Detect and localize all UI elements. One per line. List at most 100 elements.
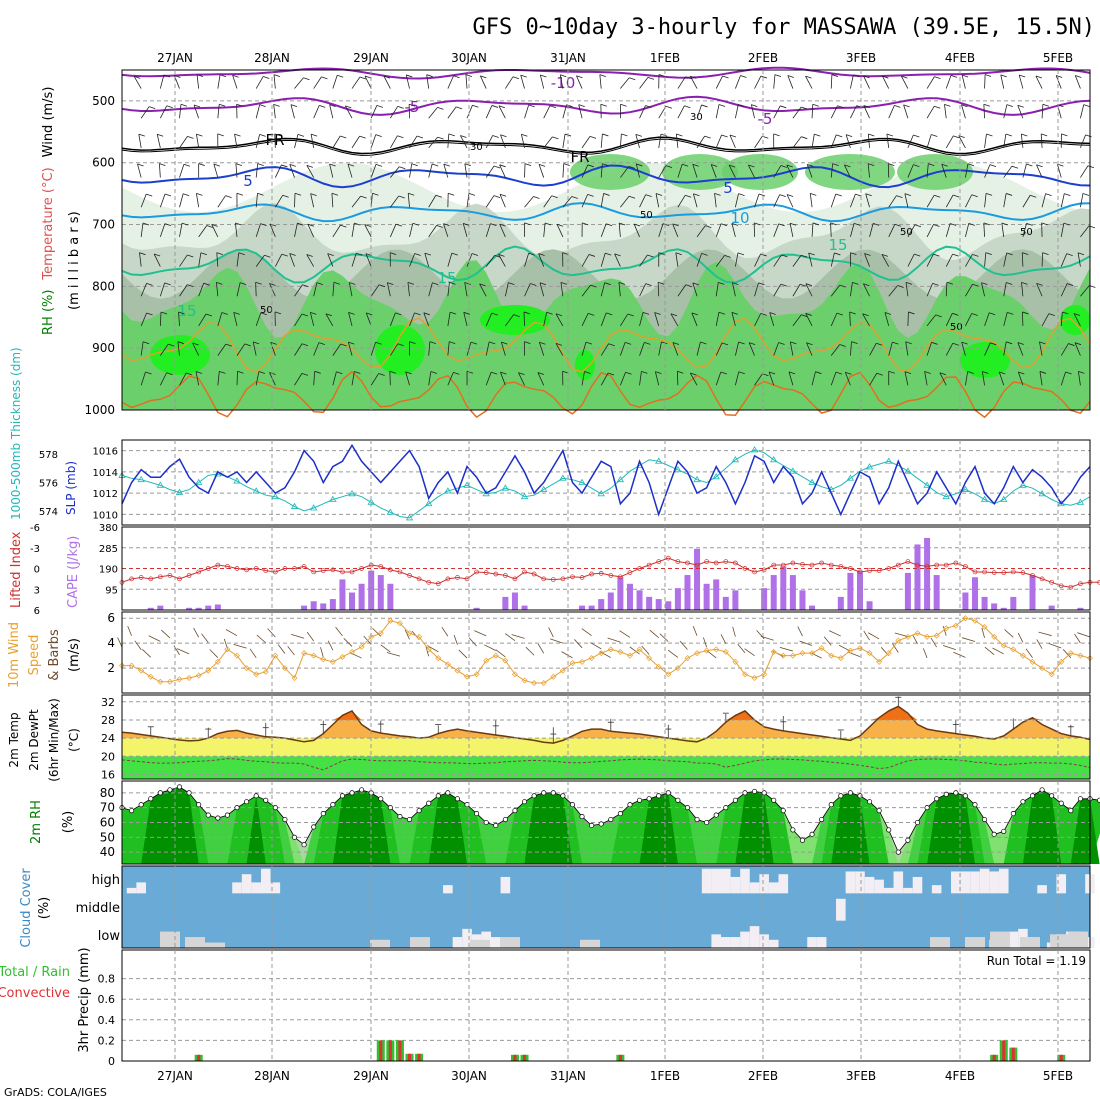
wind-barb — [313, 105, 320, 119]
temp-tick-label: 32 — [101, 696, 115, 709]
wind-barb-flag — [499, 193, 507, 197]
wind-barb-flag — [219, 74, 227, 78]
wind-barb-flag — [700, 341, 707, 345]
wind-speed-marker — [147, 673, 154, 680]
wind-barb — [614, 253, 621, 267]
wind-barb — [1077, 632, 1091, 638]
wind-barb — [830, 105, 838, 119]
wind-speed-marker — [262, 668, 269, 675]
pressure-tick-label: 500 — [92, 94, 115, 108]
wind-barb — [269, 223, 276, 238]
wind-barb — [599, 651, 611, 658]
wind-barb — [193, 627, 200, 638]
lifted-index-marker — [340, 569, 345, 575]
wind-barb-flag — [691, 312, 698, 316]
wind-barb — [655, 193, 660, 208]
wind-barb — [390, 166, 400, 178]
date-label-top: 28JAN — [254, 51, 290, 65]
wind-barb-flag — [389, 370, 396, 374]
wind-barb — [869, 343, 877, 356]
wind-barb — [894, 632, 909, 637]
wind-barb — [773, 223, 780, 238]
wind-barb — [689, 372, 698, 386]
wind-barb-flag — [306, 254, 313, 257]
rh-marker — [512, 808, 518, 814]
lifted-index-marker — [761, 567, 767, 573]
wind-barb — [828, 630, 841, 637]
lifted-index-marker — [157, 574, 163, 580]
rh-marker — [560, 793, 566, 799]
wind-speed-marker — [818, 645, 825, 652]
rh-contour-label: 50 — [640, 210, 653, 221]
lifted-index-marker — [512, 576, 518, 582]
wind-barb-flag — [1077, 252, 1085, 256]
thickness-marker — [1057, 499, 1065, 507]
wind-barb-flag — [853, 74, 860, 78]
wind-barb — [524, 253, 530, 267]
wind-barb-flag — [354, 371, 361, 374]
wind-barb-flag — [238, 252, 245, 256]
precip-convective-bar — [388, 1040, 392, 1061]
wind-barb — [351, 253, 357, 267]
wind-barb-flag — [1006, 282, 1013, 285]
wind-barb-flag — [692, 282, 699, 286]
wind-barb-flag — [1036, 282, 1043, 286]
wind-barb-flag — [302, 284, 309, 288]
wind-barb — [310, 134, 315, 148]
cape-bar — [349, 592, 356, 610]
cape-bar — [626, 583, 633, 610]
thickness-marker — [233, 477, 241, 484]
rh-marker — [646, 796, 652, 802]
wind-barb — [485, 195, 495, 208]
wind-barb — [160, 343, 169, 356]
wind-barb — [159, 163, 161, 178]
lifted-index-marker — [560, 576, 566, 582]
lifted-index-marker — [665, 555, 671, 561]
wind-barb — [984, 646, 995, 655]
wind-barb — [806, 164, 813, 178]
cape-bar — [962, 592, 969, 610]
thickness-marker — [137, 475, 145, 483]
wind-barb-flag — [524, 163, 532, 166]
wind-barb — [863, 105, 870, 119]
wind-barb — [690, 76, 698, 89]
cloud-cover-bar — [749, 882, 760, 894]
wind-barb-flag — [192, 342, 199, 346]
thickness-marker — [175, 488, 184, 495]
wind-barb-flag — [722, 75, 729, 79]
lifted-index-axis-label: Lifted Index — [9, 531, 24, 608]
wind-barb-flag — [968, 222, 975, 226]
wind-barb — [576, 75, 583, 89]
wind-barb — [1003, 133, 1007, 148]
wind-barb — [639, 283, 647, 297]
temp-tick-label: 24 — [101, 732, 115, 745]
wind-barb-flag — [620, 103, 627, 107]
wind-barb — [306, 631, 315, 642]
lifted-index-tick-label: 6 — [34, 606, 40, 617]
wind-barb-flag — [463, 223, 470, 226]
wind-barb-flag — [913, 134, 920, 138]
wind-barb-flag — [781, 254, 788, 258]
cape-bar — [780, 566, 787, 610]
wind-barb-flag — [888, 163, 895, 166]
lifted-index-tick-label: -3 — [30, 544, 40, 555]
wind-barb-flag — [255, 281, 262, 285]
wind-barb-flag — [655, 371, 662, 375]
wind-barb-flag — [538, 163, 546, 167]
wind-barb-flag — [264, 254, 271, 258]
wind-barb-flag — [274, 311, 282, 315]
wind-barb-flag — [337, 74, 344, 78]
wind-barb-flag — [684, 105, 691, 109]
cape-bar — [579, 605, 586, 610]
wind-barb — [255, 163, 259, 178]
wind-barb — [732, 626, 736, 637]
wind-speed-marker — [473, 671, 480, 678]
wind-barb-flag — [812, 103, 819, 107]
wind-barb — [1003, 252, 1008, 267]
wind-barb — [523, 311, 525, 326]
cloud-level-label: low — [98, 929, 121, 944]
wind-speed-marker — [588, 655, 595, 662]
slp-tick-label: 1010 — [93, 510, 118, 521]
wind-barb-flag — [432, 282, 439, 286]
